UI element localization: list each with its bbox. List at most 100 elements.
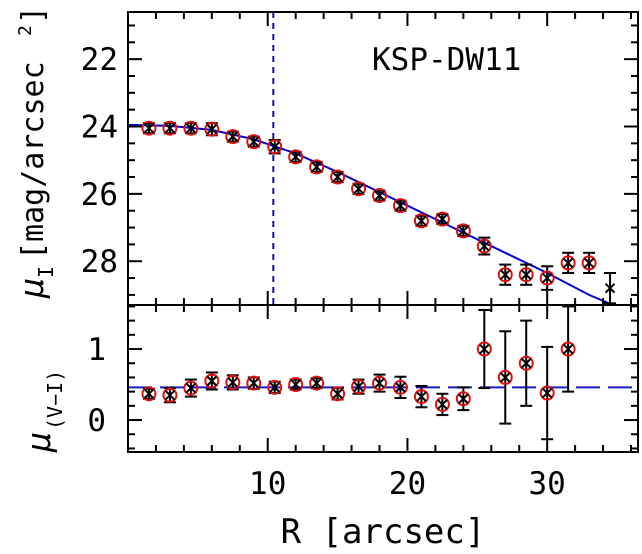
circle-marker xyxy=(372,188,388,204)
data-point xyxy=(518,319,534,407)
cross-marker xyxy=(604,282,616,294)
data-point xyxy=(539,265,555,291)
circle-marker xyxy=(392,379,408,395)
cross-marker xyxy=(311,161,322,173)
cross-marker xyxy=(269,382,280,393)
circle-marker xyxy=(309,159,325,175)
circle-marker xyxy=(162,120,178,136)
surface-brightness-panel: 22 24 26 28 KSP-DW11 xyxy=(81,12,638,306)
cross-marker xyxy=(206,123,218,135)
x-tick-label: 30 xyxy=(529,466,566,502)
data-point xyxy=(455,386,471,412)
circle-marker xyxy=(413,213,429,229)
data-point xyxy=(455,223,471,239)
color-profile-panel: 0 1 10 20 30 xyxy=(87,305,638,502)
circle-marker xyxy=(518,355,534,371)
data-point xyxy=(372,373,388,393)
cross-marker xyxy=(248,136,259,147)
cross-marker xyxy=(521,358,532,369)
circle-marker xyxy=(225,129,241,145)
data-point xyxy=(225,374,241,391)
data-point xyxy=(204,371,220,391)
cross-marker xyxy=(416,215,427,227)
y-tick-label: 26 xyxy=(81,177,118,213)
cross-marker xyxy=(332,388,343,399)
x-axis-label: R [arcsec] xyxy=(281,512,486,552)
data-point xyxy=(141,120,157,136)
cross-marker xyxy=(395,382,406,393)
cross-marker xyxy=(143,388,155,399)
top-y-axis-label: μ I [mag/arcsec 2 ] xyxy=(12,6,58,299)
top-panel-tick-labels: 22 24 26 28 xyxy=(81,42,118,280)
data-point xyxy=(476,236,492,256)
data-point xyxy=(309,375,325,391)
cross-marker xyxy=(185,382,197,394)
data-point xyxy=(518,263,534,286)
circle-marker xyxy=(560,341,576,357)
data-point xyxy=(288,377,304,393)
data-point xyxy=(288,149,304,165)
data-point xyxy=(183,378,199,398)
data-point xyxy=(162,120,178,136)
data-point xyxy=(392,375,408,400)
data-point xyxy=(581,251,597,275)
data-point xyxy=(434,211,450,227)
cross-marker xyxy=(562,257,574,269)
cross-marker xyxy=(395,200,406,211)
circle-marker xyxy=(351,379,367,395)
circle-marker xyxy=(204,121,220,137)
cross-marker xyxy=(269,141,280,152)
cross-marker xyxy=(164,122,176,134)
data-point xyxy=(246,134,262,150)
cross-marker xyxy=(353,183,364,195)
y-tick-label: 1 xyxy=(87,332,106,368)
circle-marker xyxy=(141,386,157,402)
circle-marker xyxy=(455,223,471,239)
circle-marker xyxy=(392,198,408,214)
circle-marker xyxy=(288,377,304,393)
top-y-axis-label-symbol: μ xyxy=(12,278,51,299)
data-point xyxy=(204,121,220,137)
data-point xyxy=(267,379,283,395)
x-tick-label: 20 xyxy=(389,466,426,502)
cross-marker xyxy=(143,122,155,134)
data-point xyxy=(351,378,367,395)
circle-marker xyxy=(560,255,576,271)
top-panel-ticks xyxy=(128,12,638,305)
galaxy-name-annotation: KSP-DW11 xyxy=(372,42,521,78)
data-point xyxy=(225,129,241,145)
data-point xyxy=(372,188,388,204)
data-point xyxy=(497,330,513,425)
y-tick-label: 22 xyxy=(81,42,118,78)
circle-marker xyxy=(309,375,325,391)
cross-marker xyxy=(437,213,448,225)
cross-marker xyxy=(521,269,532,280)
cross-marker xyxy=(541,387,553,399)
data-point xyxy=(246,375,262,391)
y-tick-label: 24 xyxy=(81,110,118,146)
circle-marker xyxy=(225,374,241,390)
data-point xyxy=(330,169,346,185)
y-tick-label: 28 xyxy=(81,244,118,280)
cross-marker xyxy=(458,225,469,237)
data-point xyxy=(330,386,346,402)
bottom-y-axis-label-subscript: (V−I) xyxy=(43,370,67,430)
circle-marker xyxy=(246,375,262,391)
circle-marker xyxy=(581,255,597,271)
cross-marker xyxy=(500,372,511,383)
circle-marker xyxy=(539,385,555,401)
data-point xyxy=(604,272,617,305)
cross-marker xyxy=(479,240,490,252)
top-y-axis-label-close: ] xyxy=(16,6,51,24)
circle-marker xyxy=(434,211,450,227)
circle-marker xyxy=(267,139,283,155)
circle-marker xyxy=(455,391,471,407)
data-point xyxy=(392,198,408,214)
cross-marker xyxy=(311,377,322,389)
circle-marker xyxy=(434,396,450,412)
circle-marker xyxy=(497,267,513,283)
cross-marker xyxy=(353,381,364,392)
circle-marker xyxy=(288,149,304,165)
cross-marker xyxy=(185,122,197,134)
